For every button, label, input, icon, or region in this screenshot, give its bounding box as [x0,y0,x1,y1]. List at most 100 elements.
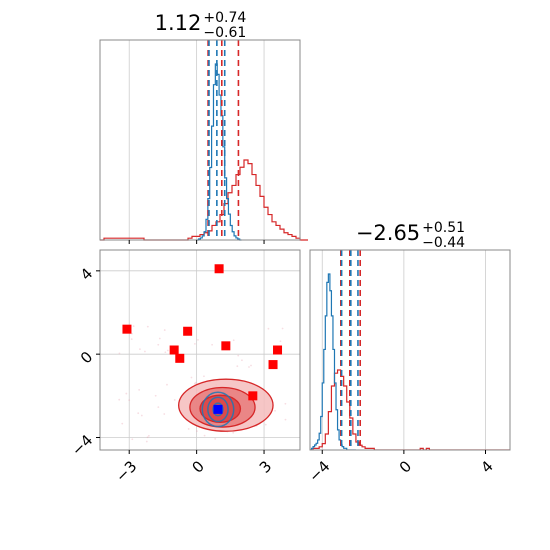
joint-tick-marks [96,270,265,454]
joint-sample-point [211,343,214,346]
joint-y-tick-labels: −4 0 4 [68,264,96,459]
p2-x-tick-label: −4 [305,457,333,485]
joint-sample-point [118,352,121,355]
joint-sample-point [140,414,143,417]
joint-sample-point [132,325,135,328]
joint-sample-point [128,399,131,402]
joint-sample-point [237,354,240,357]
joint-sample-point [121,422,124,425]
joint-red-square-marker [175,353,185,363]
joint-red-square-marker [169,345,179,355]
joint-red-contours [178,378,274,432]
joint-y-tick-label: 4 [77,264,96,283]
joint-sample-point [281,327,284,330]
p2-quantile-lines [340,250,362,450]
p2-x-tick-label: 0 [396,457,415,476]
joint-sample-point [190,376,193,379]
joint-sample-point [279,340,282,343]
joint-x-tick-label: 0 [188,457,207,476]
joint-red-square-marker [268,360,278,370]
joint-sample-point [214,437,217,440]
joint-y-tick-label: 0 [77,348,96,367]
joint-sample-point [138,388,141,391]
p1-title-value: 1.12 [155,11,202,35]
p1-red-histogram [100,159,308,241]
joint-sample-point [139,348,141,351]
joint-panel: −3 0 3 −4 0 4 [68,249,301,486]
joint-sample-point [143,350,146,353]
joint-sample-point [196,430,198,433]
joint-x-tick-labels: −3 0 3 [112,457,275,485]
joint-blue-contour [212,402,224,417]
p1-blue-histogram [196,63,242,241]
joint-sample-point [241,359,243,362]
joint-sample-point [163,413,166,415]
joint-sample-point [232,431,235,434]
joint-red-square-marker [221,341,231,351]
p1-title-upper-error: +0.74 [203,10,246,26]
joint-sample-point [130,338,133,341]
joint-sample-point [284,402,287,405]
p2-blue-histogram [310,273,356,450]
joint-red-square-marker [214,264,224,274]
joint-sample-point [248,366,250,368]
p1-histogram-panel: 1.12 +0.74 −0.61 [99,10,308,244]
joint-red-square-marker [248,391,258,401]
joint-sample-point [147,434,150,437]
joint-sample-point [193,342,196,345]
p2-axes-frame [309,249,511,451]
p1-gridlines [128,40,265,240]
joint-sample-point [284,418,287,421]
joint-sample-point [264,423,267,426]
p2-x-tick-labels: −4 0 4 [305,457,497,485]
p2-title-upper-error: +0.51 [422,220,465,236]
joint-sample-point [236,365,239,368]
joint-sample-point [146,325,149,328]
joint-sample-point [194,381,197,384]
joint-sample-point [158,337,161,340]
joint-blue-contour [207,396,229,423]
p1-quantile-lines [207,40,240,240]
joint-sample-point [250,364,252,367]
joint-sample-point [193,382,196,385]
joint-sample-point [146,436,149,439]
p1-title: 1.12 [155,11,202,35]
joint-sample-point [125,392,128,395]
p2-gridlines [321,250,486,450]
joint-sample-point [187,428,190,430]
joint-markers [122,264,283,414]
joint-sample-point [274,409,276,412]
joint-sample-point [157,406,160,409]
joint-sample-point [157,343,160,346]
p1-tick-marks [128,240,265,244]
joint-axes-frame [99,249,301,451]
joint-sample-point [197,338,199,341]
joint-sample-point [232,339,235,342]
joint-blue-contour [201,391,235,428]
p1-title-lower-error: −0.61 [203,25,246,41]
p2-title: −2.65 [356,221,420,245]
joint-sample-point [145,440,148,443]
joint-sample-point [166,383,168,386]
joint-x-tick-label: 3 [256,457,275,476]
joint-sample-point [131,438,134,441]
joint-red-square-marker [183,326,193,336]
joint-blue-square-marker [213,404,223,414]
p2-tick-marks [321,450,487,454]
joint-red-square-marker [273,345,283,355]
p2-title-value: −2.65 [356,221,420,245]
joint-x-tick-label: −3 [112,457,140,485]
joint-blue-contours [201,391,235,428]
joint-sample-point [154,394,157,397]
joint-sample-point [163,329,166,331]
joint-sample-point [131,332,133,335]
p2-x-tick-label: 4 [477,457,496,476]
joint-sample-point [118,398,121,401]
joint-red-square-marker [122,324,132,334]
p1-axes-frame [99,39,301,241]
joint-sample-point [164,351,167,354]
p2-histogram-panel: −4 0 4 −2.65 +0.51 −0.44 [305,220,511,486]
joint-y-tick-label: −4 [68,431,96,459]
joint-sample-point [203,434,206,437]
